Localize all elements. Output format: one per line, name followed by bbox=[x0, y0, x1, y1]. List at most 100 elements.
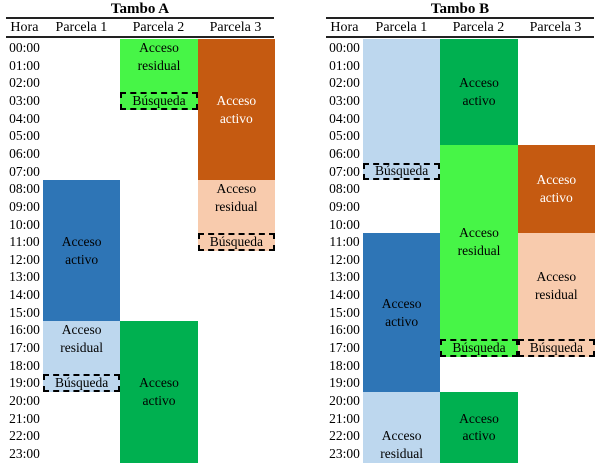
hour-label: 05:00 bbox=[9, 128, 40, 144]
hour-label: 12:00 bbox=[329, 251, 360, 267]
hour-label: 20:00 bbox=[9, 393, 40, 408]
block-label: Acceso activo bbox=[459, 75, 499, 108]
column-header-parcela-3: Parcela 3 bbox=[529, 20, 582, 35]
table-header-b: Hora Parcela 1 Parcela 2 Parcela 3 bbox=[326, 17, 594, 38]
block-label: Búsqueda bbox=[529, 339, 583, 355]
hour-label: 11:00 bbox=[329, 234, 360, 250]
block-label: Acceso activo bbox=[61, 234, 102, 267]
hour-label: 01:00 bbox=[9, 57, 40, 73]
tambo-b-table: Tambo B Hora Parcela 1 Parcela 2 Parcela… bbox=[326, 1, 595, 466]
hour-label: 21:00 bbox=[329, 410, 360, 426]
table-title-a: Tambo A bbox=[110, 1, 170, 17]
search-block: Búsqueda bbox=[197, 233, 275, 251]
hour-label: 17:00 bbox=[329, 340, 360, 356]
access-active-block: Acceso activo bbox=[120, 321, 198, 463]
hour-label: 22:00 bbox=[329, 428, 360, 444]
access-active-block: Acceso activo bbox=[363, 233, 441, 392]
search-block: Búsqueda bbox=[517, 339, 595, 357]
block-label: Acceso activo bbox=[381, 295, 422, 329]
hour-label: 19:00 bbox=[9, 375, 40, 391]
block-label: Acceso residual bbox=[137, 40, 181, 73]
access-active-block: Acceso activo bbox=[440, 39, 518, 145]
access-active-block: Acceso activo bbox=[440, 392, 518, 463]
hour-label: 02:00 bbox=[329, 75, 360, 91]
hour-label: 07:00 bbox=[9, 163, 40, 179]
search-block: Búsqueda bbox=[363, 162, 441, 181]
block-label: Acceso residual bbox=[380, 428, 424, 461]
hour-label: 15:00 bbox=[329, 304, 360, 320]
access-residual-block: Acceso residual bbox=[120, 39, 198, 92]
column-header-parcela-1: Parcela 1 bbox=[375, 20, 428, 35]
block-label: Búsqueda bbox=[209, 233, 263, 249]
hour-label: 22:00 bbox=[9, 428, 40, 444]
block-label: Acceso activo bbox=[536, 172, 577, 206]
hour-label: 02:00 bbox=[9, 75, 40, 91]
hour-label: 10:00 bbox=[329, 216, 360, 232]
block-label: Acceso residual bbox=[534, 269, 578, 303]
table-body-b: 00:00 01:00 02:00 03:00 04:00 05:00 06:00 07:00… bbox=[326, 39, 595, 463]
hour-label: 23:00 bbox=[9, 445, 40, 461]
hour-label: 19:00 bbox=[329, 375, 360, 391]
column-header-parcela-2: Parcela 2 bbox=[452, 20, 505, 35]
block-label: Búsqueda bbox=[452, 339, 506, 355]
hour-label: 06:00 bbox=[9, 145, 40, 161]
hour-label: 13:00 bbox=[9, 269, 40, 285]
hour-label: 23:00 bbox=[329, 445, 360, 461]
hour-label: 06:00 bbox=[329, 145, 360, 161]
hour-label: 10:00 bbox=[9, 216, 40, 232]
hour-label: 05:00 bbox=[329, 128, 360, 144]
hour-label: 08:00 bbox=[9, 181, 40, 197]
hour-label: 09:00 bbox=[329, 198, 360, 214]
access-active-block: Acceso activo bbox=[197, 39, 275, 181]
block-label: Búsqueda bbox=[375, 163, 429, 179]
block-label: Acceso activo bbox=[139, 375, 179, 408]
search-block: Búsqueda bbox=[120, 91, 198, 110]
hour-label: 00:00 bbox=[9, 40, 40, 55]
column-header-parcela-2: Parcela 2 bbox=[132, 20, 185, 35]
table-header-a: Hora Parcela 1 Parcela 2 Parcela 3 bbox=[6, 17, 274, 38]
hour-label: 07:00 bbox=[329, 163, 360, 179]
column-header-hora: Hora bbox=[330, 20, 359, 35]
hour-label: 18:00 bbox=[329, 357, 360, 373]
hour-label: 14:00 bbox=[9, 287, 40, 303]
hour-label: 16:00 bbox=[329, 322, 360, 338]
search-block: Búsqueda bbox=[43, 374, 121, 392]
block-label: Acceso residual bbox=[457, 225, 501, 258]
block-label: Acceso activo bbox=[459, 410, 499, 444]
column-header-parcela-1: Parcela 1 bbox=[55, 20, 108, 35]
block-label: Acceso residual bbox=[214, 181, 258, 214]
access-residual-block: Acceso residual bbox=[440, 144, 518, 340]
hour-label: 13:00 bbox=[329, 269, 360, 285]
hour-label: 01:00 bbox=[329, 57, 360, 73]
hour-label: 17:00 bbox=[9, 340, 40, 356]
access-residual-block-unlabeled bbox=[363, 39, 441, 163]
hour-label: 09:00 bbox=[9, 198, 40, 214]
hour-label: 20:00 bbox=[329, 393, 360, 408]
block-label: Búsqueda bbox=[132, 92, 186, 108]
hour-label: 21:00 bbox=[9, 410, 40, 426]
hour-label: 14:00 bbox=[329, 287, 360, 303]
access-residual-block: Acceso residual bbox=[43, 321, 121, 375]
hour-label: 16:00 bbox=[9, 322, 40, 338]
hour-label: 08:00 bbox=[329, 181, 360, 197]
block-label: Acceso residual bbox=[60, 322, 104, 355]
hour-label: 18:00 bbox=[9, 357, 40, 373]
column-header-hora: Hora bbox=[10, 20, 39, 35]
access-active-block: Acceso activo bbox=[43, 180, 121, 322]
hour-label: 04:00 bbox=[9, 110, 40, 126]
column-header-parcela-3: Parcela 3 bbox=[209, 20, 262, 35]
hour-label: 04:00 bbox=[329, 110, 360, 126]
access-residual-block: Acceso residual bbox=[197, 180, 275, 234]
hour-label: 11:00 bbox=[9, 234, 40, 250]
tambo-a-table: Tambo A Hora Parcela 1 Parcela 2 Parcela… bbox=[6, 1, 275, 466]
hour-label: 03:00 bbox=[329, 92, 360, 108]
search-block: Búsqueda bbox=[440, 339, 518, 357]
table-title-b: Tambo B bbox=[430, 1, 490, 17]
table-body-a: 00:00 01:00 02:00 03:00 04:00 05:00 06:00 07:00… bbox=[6, 39, 275, 463]
block-label: Acceso activo bbox=[216, 93, 257, 126]
block-label: Búsqueda bbox=[55, 375, 109, 391]
hour-label: 00:00 bbox=[329, 40, 360, 55]
hour-label: 12:00 bbox=[9, 251, 40, 267]
access-residual-block: Acceso residual bbox=[363, 392, 441, 463]
access-residual-block: Acceso residual bbox=[517, 233, 595, 340]
